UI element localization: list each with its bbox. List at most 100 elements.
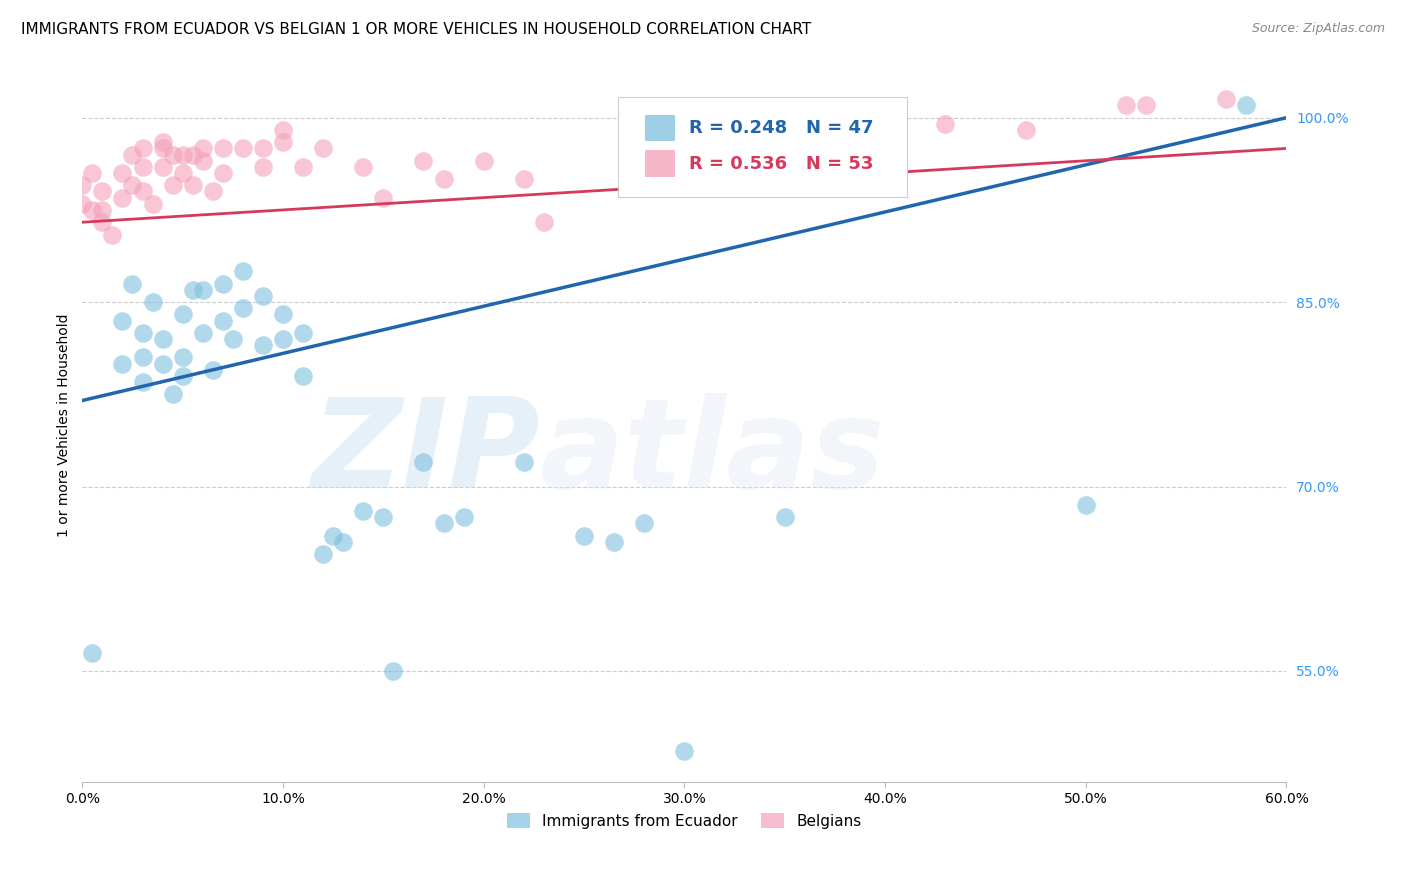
- Point: [1014, 123, 1036, 137]
- Point: [181, 283, 204, 297]
- Text: IMMIGRANTS FROM ECUADOR VS BELGIAN 1 OR MORE VEHICLES IN HOUSEHOLD CORRELATION C: IMMIGRANTS FROM ECUADOR VS BELGIAN 1 OR …: [21, 22, 811, 37]
- Point: [232, 141, 254, 155]
- Point: [603, 535, 626, 549]
- Text: Source: ZipAtlas.com: Source: ZipAtlas.com: [1251, 22, 1385, 36]
- Point: [82, 202, 104, 217]
- Point: [152, 136, 174, 150]
- Point: [172, 166, 194, 180]
- Point: [201, 185, 224, 199]
- Point: [131, 351, 153, 365]
- Point: [121, 277, 143, 291]
- Point: [211, 313, 233, 327]
- Point: [382, 664, 405, 678]
- Point: [152, 332, 174, 346]
- Point: [533, 215, 555, 229]
- Point: [91, 202, 114, 217]
- Point: [252, 160, 274, 174]
- Point: [172, 147, 194, 161]
- Point: [111, 166, 134, 180]
- Point: [162, 178, 184, 193]
- Point: [82, 646, 104, 660]
- Text: atlas: atlas: [540, 393, 886, 514]
- Point: [72, 196, 94, 211]
- Point: [252, 141, 274, 155]
- Point: [131, 141, 153, 155]
- Point: [152, 160, 174, 174]
- Point: [72, 178, 94, 193]
- Point: [101, 227, 124, 242]
- Point: [111, 191, 134, 205]
- Point: [152, 141, 174, 155]
- Point: [121, 178, 143, 193]
- Point: [271, 307, 294, 321]
- Point: [312, 141, 335, 155]
- Point: [111, 357, 134, 371]
- Point: [513, 455, 536, 469]
- Point: [373, 191, 395, 205]
- Point: [191, 283, 214, 297]
- Point: [211, 166, 233, 180]
- Point: [292, 160, 315, 174]
- Point: [1234, 98, 1257, 112]
- Point: [673, 123, 696, 137]
- Point: [412, 153, 434, 168]
- Point: [152, 357, 174, 371]
- Point: [191, 141, 214, 155]
- FancyBboxPatch shape: [619, 97, 907, 197]
- Point: [352, 504, 374, 518]
- Point: [1135, 98, 1157, 112]
- Point: [432, 516, 454, 531]
- Point: [271, 123, 294, 137]
- Point: [352, 160, 374, 174]
- Point: [453, 510, 475, 524]
- Legend: Immigrants from Ecuador, Belgians: Immigrants from Ecuador, Belgians: [501, 806, 868, 835]
- Point: [332, 535, 354, 549]
- Point: [91, 185, 114, 199]
- Point: [373, 510, 395, 524]
- Point: [162, 147, 184, 161]
- Point: [191, 326, 214, 340]
- Point: [312, 547, 335, 561]
- Y-axis label: 1 or more Vehicles in Household: 1 or more Vehicles in Household: [58, 313, 72, 537]
- Point: [292, 368, 315, 383]
- Point: [131, 160, 153, 174]
- Point: [232, 264, 254, 278]
- Point: [432, 172, 454, 186]
- Point: [572, 529, 595, 543]
- FancyBboxPatch shape: [644, 150, 675, 177]
- Point: [91, 215, 114, 229]
- Point: [121, 147, 143, 161]
- Point: [141, 295, 163, 310]
- Point: [232, 301, 254, 316]
- Point: [211, 277, 233, 291]
- Point: [211, 141, 233, 155]
- Point: [181, 178, 204, 193]
- Point: [713, 136, 735, 150]
- Point: [1215, 92, 1237, 106]
- Point: [111, 313, 134, 327]
- Point: [131, 375, 153, 389]
- Point: [252, 289, 274, 303]
- Text: ZIP: ZIP: [311, 393, 540, 514]
- Text: R = 0.248   N = 47: R = 0.248 N = 47: [689, 119, 873, 136]
- Point: [271, 332, 294, 346]
- Text: R = 0.536   N = 53: R = 0.536 N = 53: [689, 154, 873, 172]
- Point: [162, 387, 184, 401]
- Point: [1074, 498, 1097, 512]
- Point: [673, 744, 696, 758]
- Point: [934, 117, 956, 131]
- Point: [322, 529, 344, 543]
- FancyBboxPatch shape: [644, 114, 675, 141]
- Point: [191, 153, 214, 168]
- Point: [131, 326, 153, 340]
- Point: [412, 455, 434, 469]
- Point: [201, 363, 224, 377]
- Point: [82, 166, 104, 180]
- Point: [1115, 98, 1137, 112]
- Point: [513, 172, 536, 186]
- Point: [172, 368, 194, 383]
- Point: [252, 338, 274, 352]
- Point: [222, 332, 245, 346]
- Point: [472, 153, 495, 168]
- Point: [172, 307, 194, 321]
